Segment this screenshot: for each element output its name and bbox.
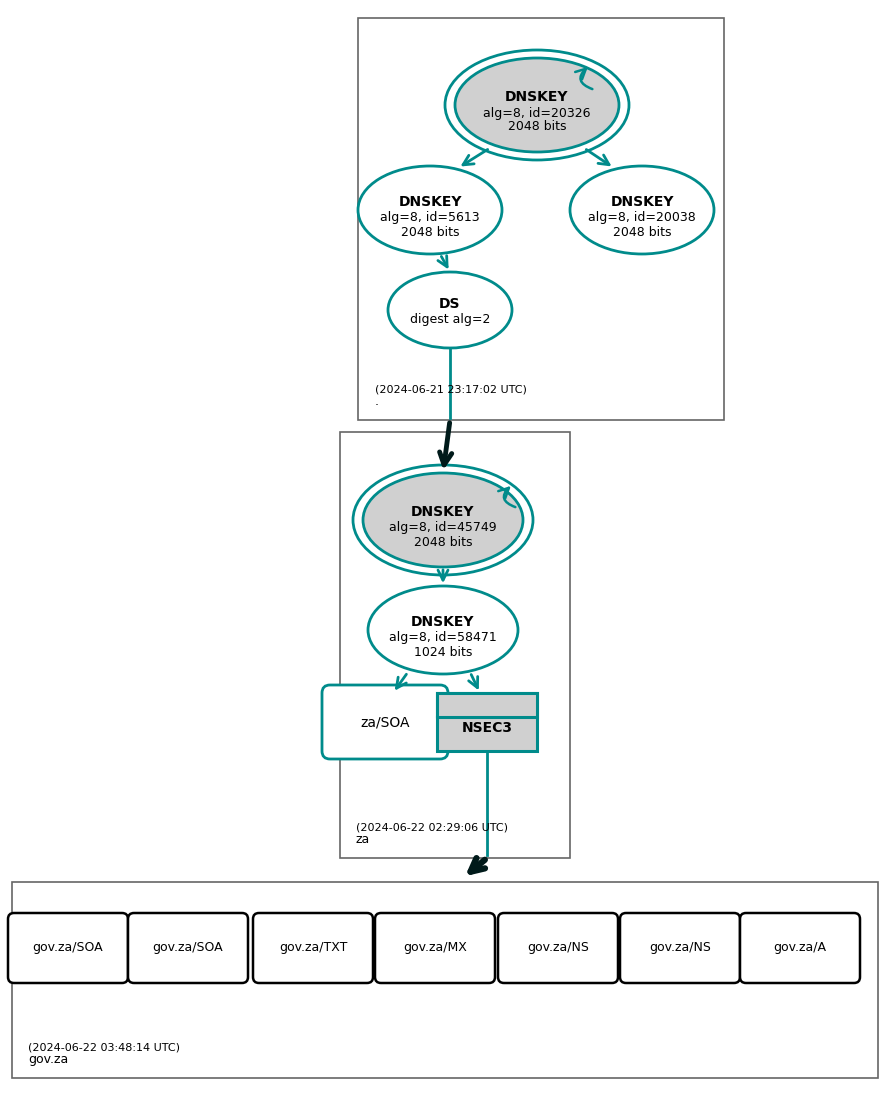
Text: NSEC3: NSEC3 (462, 721, 512, 735)
Text: (2024-06-22 03:48:14 UTC): (2024-06-22 03:48:14 UTC) (28, 1043, 180, 1054)
FancyBboxPatch shape (322, 685, 448, 759)
Text: DNSKEY: DNSKEY (412, 615, 475, 629)
Ellipse shape (455, 58, 619, 152)
FancyBboxPatch shape (498, 913, 618, 984)
Text: 1024 bits: 1024 bits (413, 645, 472, 659)
Text: gov.za/A: gov.za/A (773, 942, 827, 954)
Text: gov.za/SOA: gov.za/SOA (152, 942, 224, 954)
Text: gov.za/NS: gov.za/NS (649, 942, 711, 954)
Text: gov.za/SOA: gov.za/SOA (33, 942, 103, 954)
Text: alg=8, id=20326: alg=8, id=20326 (483, 106, 591, 119)
FancyBboxPatch shape (740, 913, 860, 984)
Text: 2048 bits: 2048 bits (613, 225, 671, 238)
Text: DNSKEY: DNSKEY (505, 90, 568, 104)
Text: DNSKEY: DNSKEY (412, 505, 475, 519)
Text: alg=8, id=20038: alg=8, id=20038 (588, 211, 696, 224)
Bar (340, 432, 570, 858)
FancyBboxPatch shape (253, 913, 373, 984)
Text: gov.za/TXT: gov.za/TXT (279, 942, 347, 954)
Text: gov.za: gov.za (28, 1054, 69, 1066)
Text: za/SOA: za/SOA (360, 715, 410, 729)
Text: DNSKEY: DNSKEY (610, 195, 674, 209)
FancyBboxPatch shape (128, 913, 248, 984)
Text: digest alg=2: digest alg=2 (410, 314, 490, 326)
FancyBboxPatch shape (375, 913, 495, 984)
Ellipse shape (363, 473, 523, 567)
Bar (437, 693, 537, 718)
Ellipse shape (358, 166, 502, 254)
Text: (2024-06-21 23:17:02 UTC): (2024-06-21 23:17:02 UTC) (375, 385, 527, 395)
Text: .: . (375, 395, 379, 408)
Text: 2048 bits: 2048 bits (413, 535, 472, 548)
Text: DNSKEY: DNSKEY (398, 195, 462, 209)
Text: alg=8, id=58471: alg=8, id=58471 (389, 631, 497, 644)
Text: DS: DS (439, 296, 461, 311)
Bar (12, 882, 878, 1078)
Text: gov.za/MX: gov.za/MX (403, 942, 467, 954)
Text: 2048 bits: 2048 bits (508, 120, 567, 133)
Text: alg=8, id=5613: alg=8, id=5613 (380, 211, 480, 224)
Bar (358, 18, 724, 420)
FancyBboxPatch shape (620, 913, 740, 984)
Text: 2048 bits: 2048 bits (401, 225, 459, 238)
Text: za: za (356, 833, 371, 846)
Text: (2024-06-22 02:29:06 UTC): (2024-06-22 02:29:06 UTC) (356, 823, 508, 833)
Text: gov.za/NS: gov.za/NS (527, 942, 589, 954)
Text: alg=8, id=45749: alg=8, id=45749 (389, 522, 497, 535)
Ellipse shape (388, 272, 512, 348)
Ellipse shape (368, 586, 518, 674)
FancyBboxPatch shape (8, 913, 128, 984)
Bar (437, 693, 537, 750)
Ellipse shape (570, 166, 714, 254)
